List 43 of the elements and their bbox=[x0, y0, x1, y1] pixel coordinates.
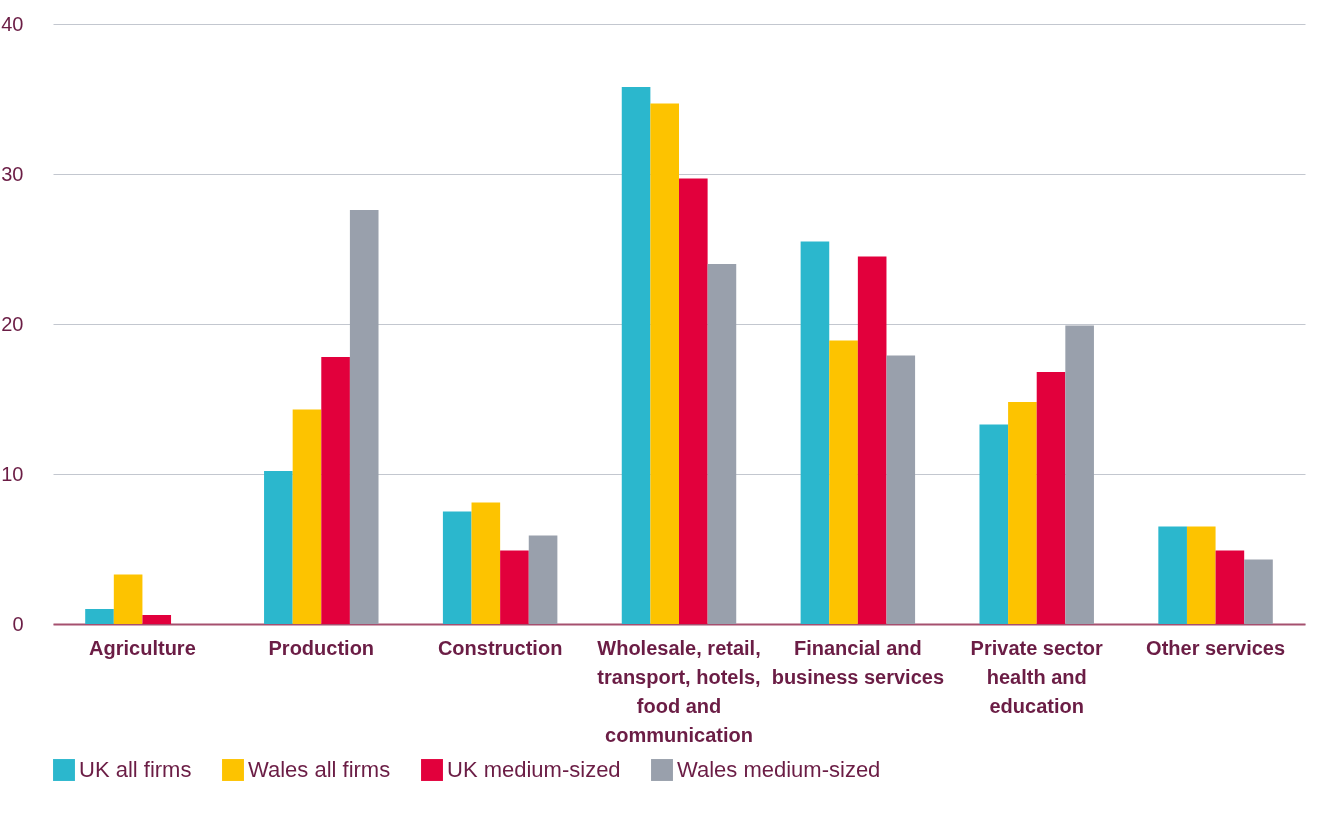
x-tick-label: Construction bbox=[437, 636, 563, 659]
bar bbox=[829, 340, 858, 624]
bar bbox=[1008, 402, 1037, 624]
bar bbox=[621, 87, 651, 624]
bar bbox=[1158, 526, 1187, 624]
x-tick-label: Private sector health and education bbox=[970, 636, 1104, 717]
y-tick-label: 10 bbox=[1, 462, 24, 485]
y-tick-label: 40 bbox=[1, 12, 24, 35]
bar bbox=[500, 550, 529, 624]
bar bbox=[442, 511, 472, 624]
bar bbox=[979, 424, 1009, 624]
bar bbox=[471, 502, 501, 624]
bar bbox=[857, 256, 887, 624]
legend-label: Wales all firms bbox=[248, 757, 391, 782]
bar bbox=[1244, 559, 1273, 624]
bar bbox=[1215, 550, 1245, 624]
legend-label: UK medium-sized bbox=[447, 757, 621, 782]
legend-label: Wales medium-sized bbox=[677, 757, 881, 782]
x-tick-label: Other services bbox=[1146, 636, 1286, 659]
bar bbox=[85, 609, 114, 624]
y-tick-label: 20 bbox=[1, 312, 24, 335]
bar bbox=[264, 471, 293, 624]
x-tick-label: Financial and business services bbox=[771, 636, 945, 688]
bar bbox=[292, 409, 322, 624]
y-tick-label: 30 bbox=[1, 162, 24, 185]
bar bbox=[1036, 372, 1066, 624]
bar bbox=[1065, 325, 1094, 624]
bar bbox=[349, 210, 379, 624]
bar bbox=[113, 574, 143, 624]
bar bbox=[528, 535, 558, 624]
x-tick-label: Production bbox=[268, 636, 375, 659]
x-tick-label: Wholesale, retail, transport, hotels, food and communication bbox=[597, 636, 761, 746]
bar bbox=[707, 264, 737, 624]
bar bbox=[142, 615, 172, 624]
y-tick-label: 0 bbox=[12, 612, 24, 635]
bar bbox=[1186, 526, 1216, 624]
bar bbox=[886, 355, 916, 624]
x-tick-label: Agriculture bbox=[89, 636, 196, 659]
bar bbox=[650, 103, 679, 624]
bar bbox=[679, 178, 708, 624]
legend-label: UK all firms bbox=[79, 757, 192, 782]
bar bbox=[800, 241, 830, 624]
bar bbox=[321, 357, 350, 624]
